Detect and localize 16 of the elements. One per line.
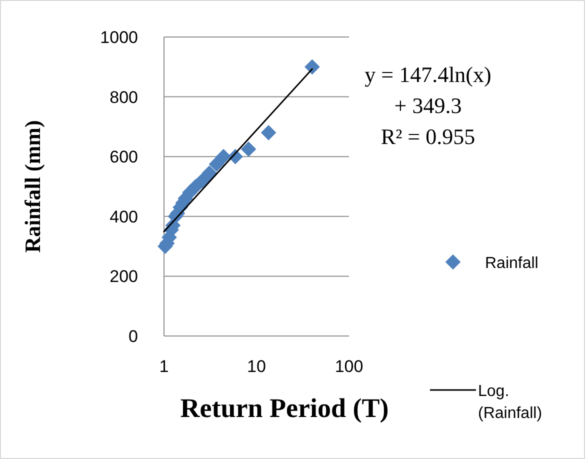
legend-label: Log. (Rainfall) — [478, 383, 542, 422]
y-tick-label: 1000 — [100, 28, 138, 47]
y-tick-label: 400 — [110, 207, 138, 226]
legend-label: Rainfall — [485, 255, 538, 272]
x-axis-title: Return Period (T) — [180, 393, 389, 423]
y-axis-title: Rainfall (mm) — [20, 120, 45, 253]
y-tick-label: 0 — [128, 326, 138, 346]
y-tick-label: 600 — [110, 148, 138, 167]
y-tick-label: 800 — [110, 88, 138, 107]
x-tick-label: 1 — [159, 357, 169, 376]
text: y = 147.4ln(x) — [364, 62, 492, 87]
text: R² = 0.955 — [380, 124, 476, 149]
x-tick-label: 100 — [334, 357, 364, 376]
x-tick-label: 10 — [247, 357, 266, 376]
y-tick-label: 200 — [110, 267, 138, 286]
text: + 349.3 — [394, 93, 462, 118]
